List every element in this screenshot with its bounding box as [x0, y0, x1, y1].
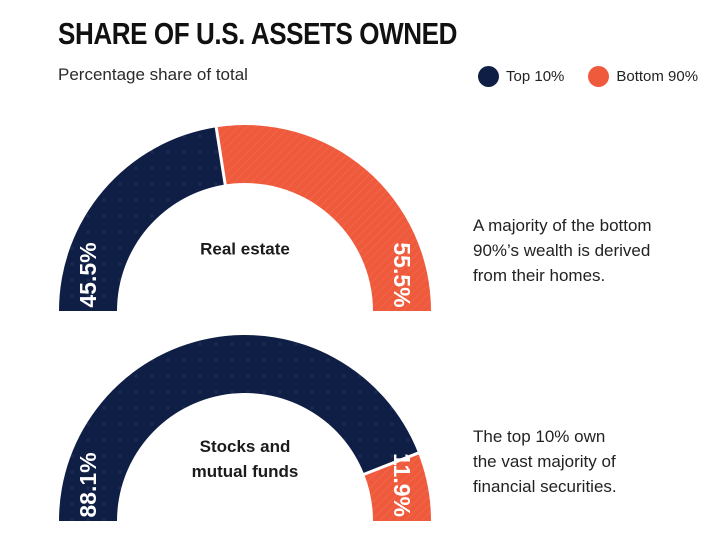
legend-swatch-top10 — [478, 66, 499, 87]
chart-subtitle: Percentage share of total — [58, 65, 248, 84]
legend-swatch-bottom90 — [588, 66, 610, 87]
slice-texture — [59, 334, 419, 521]
legend-label-top10: Top 10% — [506, 68, 565, 85]
value-label-top10: 88.1% — [75, 452, 101, 517]
slice-divider — [214, 126, 227, 186]
note-line: A majority of the bottom — [473, 216, 652, 235]
slice-texture — [216, 125, 431, 311]
slice-divider — [362, 451, 420, 477]
note-stocks: The top 10% own the vast majority of fin… — [473, 424, 713, 499]
value-label-bottom90: 55.5% — [389, 242, 415, 307]
legend-label-bottom90: Bottom 90% — [616, 68, 699, 85]
note-line: from their homes. — [473, 266, 606, 285]
legend-item-top10: Top 10% — [478, 66, 564, 87]
category-label: mutual funds — [192, 462, 299, 481]
slice-texture — [59, 127, 226, 312]
note-line: the vast majority of — [473, 452, 616, 471]
note-real-estate: A majority of the bottom 90%’s wealth is… — [473, 213, 713, 288]
value-label-top10: 45.5% — [75, 242, 101, 307]
slice-texture — [364, 453, 431, 521]
chart-title: SHARE OF U.S. ASSETS OWNED — [58, 16, 458, 51]
category-label: Stocks and — [200, 437, 291, 456]
legend-item-bottom90: Bottom 90% — [588, 66, 698, 87]
value-label-bottom90: 11.9% — [389, 453, 415, 517]
note-line: 90%’s wealth is derived — [473, 241, 651, 260]
note-line: The top 10% own — [473, 427, 606, 446]
legend: Top 10% Bottom 90% — [478, 66, 722, 87]
note-line: financial securities. — [473, 477, 617, 496]
category-label: Real estate — [200, 240, 290, 259]
